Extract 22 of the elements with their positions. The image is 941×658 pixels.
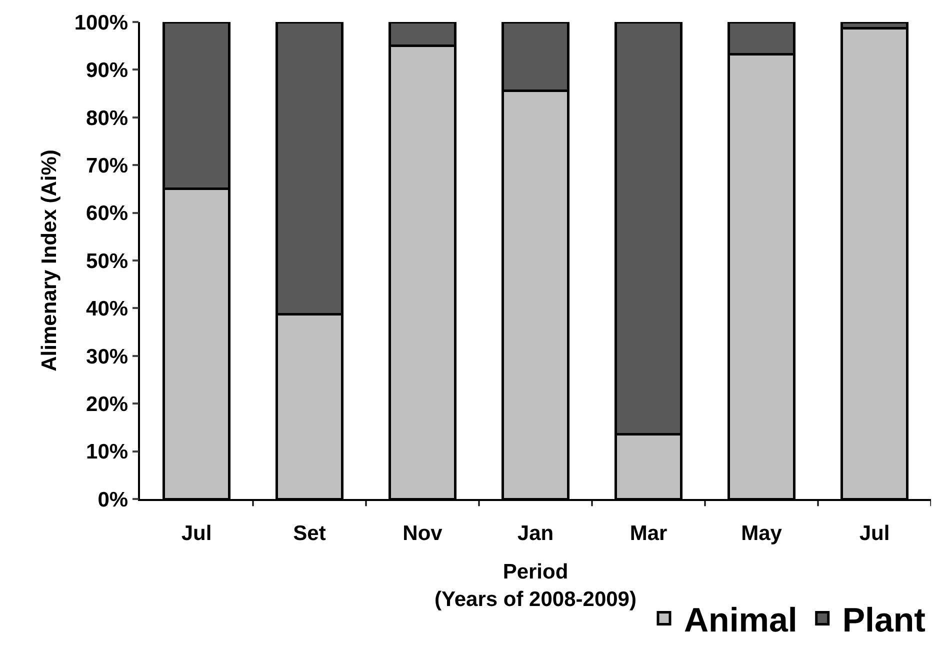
y-tick-label: 70% [86,154,128,178]
y-axis-title: Alimenary Index (Ai%) [38,150,61,372]
y-tick-label: 40% [86,298,128,321]
legend-label: Plant [842,601,926,640]
legend-label: Animal [684,601,798,640]
x-axis-title: Period (Years of 2008-2009) [434,560,636,611]
x-tick-label: Jan [517,522,554,545]
y-tick-label: 100% [74,11,128,34]
y-tick-label: 20% [86,392,128,416]
x-tick-label: Jul [181,522,212,545]
x-tick-label: Mar [630,522,668,545]
x-tick-label: Nov [402,522,443,545]
y-tick-label: 50% [86,250,128,273]
x-tick-label: Jul [859,522,890,545]
y-tick-label: 30% [86,345,128,368]
y-tick-label: 10% [86,440,128,464]
y-tick-label: 80% [86,106,128,130]
y-tick-label: 60% [86,202,128,226]
y-tick-label: 90% [86,59,128,82]
x-tick-label: May [741,522,782,545]
x-tick-label: Set [293,522,326,545]
y-tick-label: 0% [98,488,128,512]
